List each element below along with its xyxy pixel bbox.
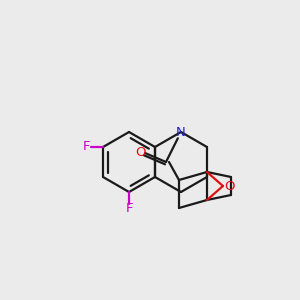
Text: O: O bbox=[136, 146, 146, 160]
Text: F: F bbox=[125, 202, 133, 215]
Text: N: N bbox=[176, 125, 186, 139]
Text: F: F bbox=[82, 140, 90, 154]
Text: O: O bbox=[225, 179, 235, 193]
